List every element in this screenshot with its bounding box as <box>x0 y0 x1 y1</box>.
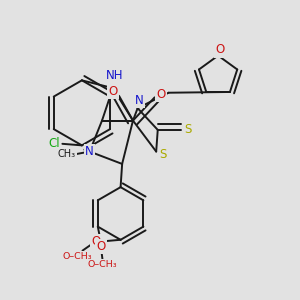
Text: O: O <box>156 88 166 101</box>
Text: NH: NH <box>106 69 123 82</box>
Text: O: O <box>96 240 106 253</box>
Text: S: S <box>159 148 167 160</box>
Text: CH₃: CH₃ <box>57 149 76 159</box>
Text: O: O <box>108 85 118 98</box>
Text: O: O <box>215 44 224 56</box>
Text: Cl: Cl <box>48 137 60 150</box>
Text: N: N <box>85 145 94 158</box>
Text: N: N <box>135 94 143 107</box>
Text: O–CH₃: O–CH₃ <box>62 252 92 261</box>
Text: O–CH₃: O–CH₃ <box>88 260 117 269</box>
Text: S: S <box>184 123 191 136</box>
Text: O: O <box>91 235 101 248</box>
